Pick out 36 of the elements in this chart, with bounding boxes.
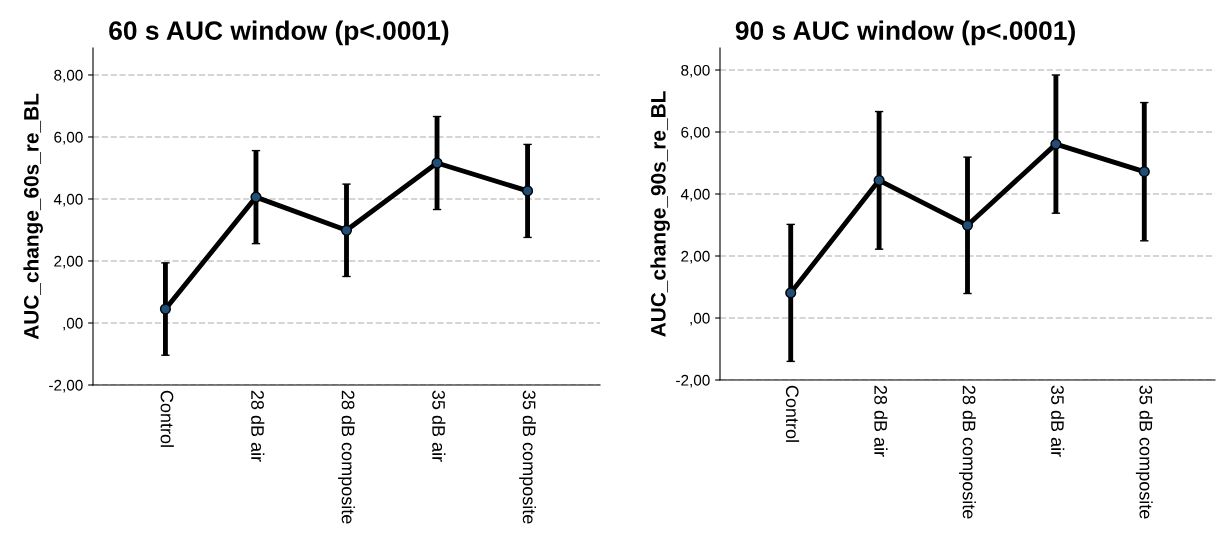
point [1050,138,1062,150]
x-tick-label: 35 dB air [432,390,446,462]
x-tick-label: 28 dB air [874,385,888,457]
chart-title: 60 s AUC window (p<.0001) [109,20,449,46]
y-tick-label: 6,00 [54,131,83,145]
x-tick-label: 28 dB composite [959,385,976,519]
y-tick-label: 8,00 [54,69,83,83]
y-axis-title: AUC_change_60s_re_BL [23,93,43,340]
point [340,224,353,236]
x-tick-label: 35 dB air [1051,385,1065,457]
point [1138,166,1150,178]
y-tick-label: ,00 [63,317,83,331]
x-tick-label: 35 dB composite [1135,385,1153,519]
y-tick-label: -2,00 [49,379,83,393]
x-tick-label: Control [160,390,174,447]
x-tick-label: 28 dB composite [338,390,355,524]
y-tick-label: 2,00 [54,255,83,269]
x-tick-label: 28 dB air [251,390,265,462]
y-tick-label: -2,00 [676,374,710,388]
point [961,219,974,231]
point [785,287,797,299]
y-tick-label: 8,00 [681,64,710,78]
point [159,303,171,315]
point [873,174,885,186]
y-axis-title: AUC_change_90s_re_BL [650,91,670,337]
x-tick-label: 35 dB composite [519,390,536,524]
point [431,157,443,169]
point [522,185,534,197]
x-tick-label: Control [785,385,800,442]
y-tick-label: 2,00 [681,250,710,264]
y-tick-label: 4,00 [53,193,83,207]
y-tick-label: 4,00 [680,188,710,202]
y-tick-label: ,00 [690,312,710,326]
point [250,191,262,203]
chart-title: 90 s AUC window (p<.0001) [735,20,1075,46]
y-tick-label: 6,00 [681,126,710,140]
